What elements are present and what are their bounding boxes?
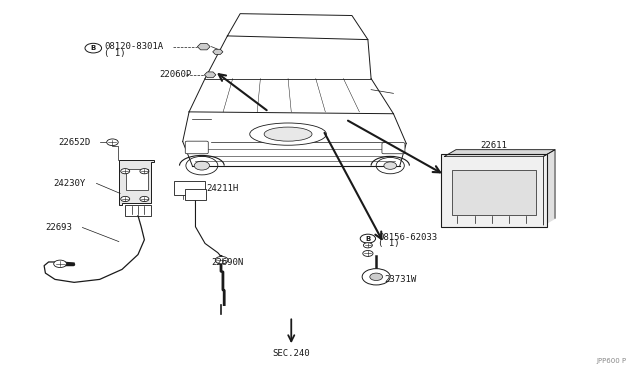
Circle shape bbox=[360, 234, 376, 243]
Circle shape bbox=[364, 243, 372, 248]
Text: 22690N: 22690N bbox=[211, 258, 244, 267]
Text: ( 1): ( 1) bbox=[104, 49, 125, 58]
Circle shape bbox=[384, 162, 397, 169]
Text: B: B bbox=[365, 235, 371, 242]
Circle shape bbox=[140, 196, 149, 202]
Ellipse shape bbox=[250, 123, 326, 145]
Text: 08156-62033: 08156-62033 bbox=[378, 232, 437, 242]
Circle shape bbox=[194, 161, 209, 170]
Circle shape bbox=[363, 250, 373, 256]
Circle shape bbox=[376, 157, 404, 174]
Ellipse shape bbox=[264, 127, 312, 141]
Text: 08120-8301A: 08120-8301A bbox=[104, 42, 163, 51]
Polygon shape bbox=[445, 150, 555, 156]
Polygon shape bbox=[204, 72, 216, 78]
Circle shape bbox=[215, 256, 228, 264]
Circle shape bbox=[107, 139, 118, 145]
Text: 22611: 22611 bbox=[481, 141, 508, 150]
Polygon shape bbox=[212, 49, 223, 54]
Polygon shape bbox=[125, 205, 151, 216]
FancyBboxPatch shape bbox=[174, 181, 205, 195]
Text: JPP600 P: JPP600 P bbox=[596, 358, 627, 364]
Circle shape bbox=[121, 169, 130, 174]
Circle shape bbox=[121, 196, 130, 202]
Text: 22693: 22693 bbox=[45, 223, 72, 232]
FancyBboxPatch shape bbox=[382, 142, 405, 154]
Polygon shape bbox=[197, 44, 210, 50]
Text: 22652D: 22652D bbox=[58, 138, 90, 147]
Text: 24230Y: 24230Y bbox=[53, 179, 85, 188]
FancyBboxPatch shape bbox=[442, 154, 547, 227]
Text: 23731W: 23731W bbox=[384, 275, 416, 284]
Circle shape bbox=[370, 273, 383, 280]
Text: 24211H: 24211H bbox=[206, 185, 239, 193]
Circle shape bbox=[54, 260, 67, 267]
Circle shape bbox=[186, 156, 218, 175]
Polygon shape bbox=[119, 160, 154, 205]
FancyBboxPatch shape bbox=[184, 189, 206, 200]
Text: B: B bbox=[91, 45, 96, 51]
Circle shape bbox=[140, 169, 149, 174]
FancyBboxPatch shape bbox=[452, 170, 536, 215]
Circle shape bbox=[362, 269, 390, 285]
FancyBboxPatch shape bbox=[185, 141, 208, 154]
Text: SEC.240: SEC.240 bbox=[273, 349, 310, 358]
Circle shape bbox=[85, 43, 102, 53]
FancyBboxPatch shape bbox=[126, 169, 148, 190]
Text: ( 1): ( 1) bbox=[378, 238, 399, 248]
Polygon shape bbox=[543, 150, 555, 225]
Text: 22060P: 22060P bbox=[159, 70, 191, 79]
